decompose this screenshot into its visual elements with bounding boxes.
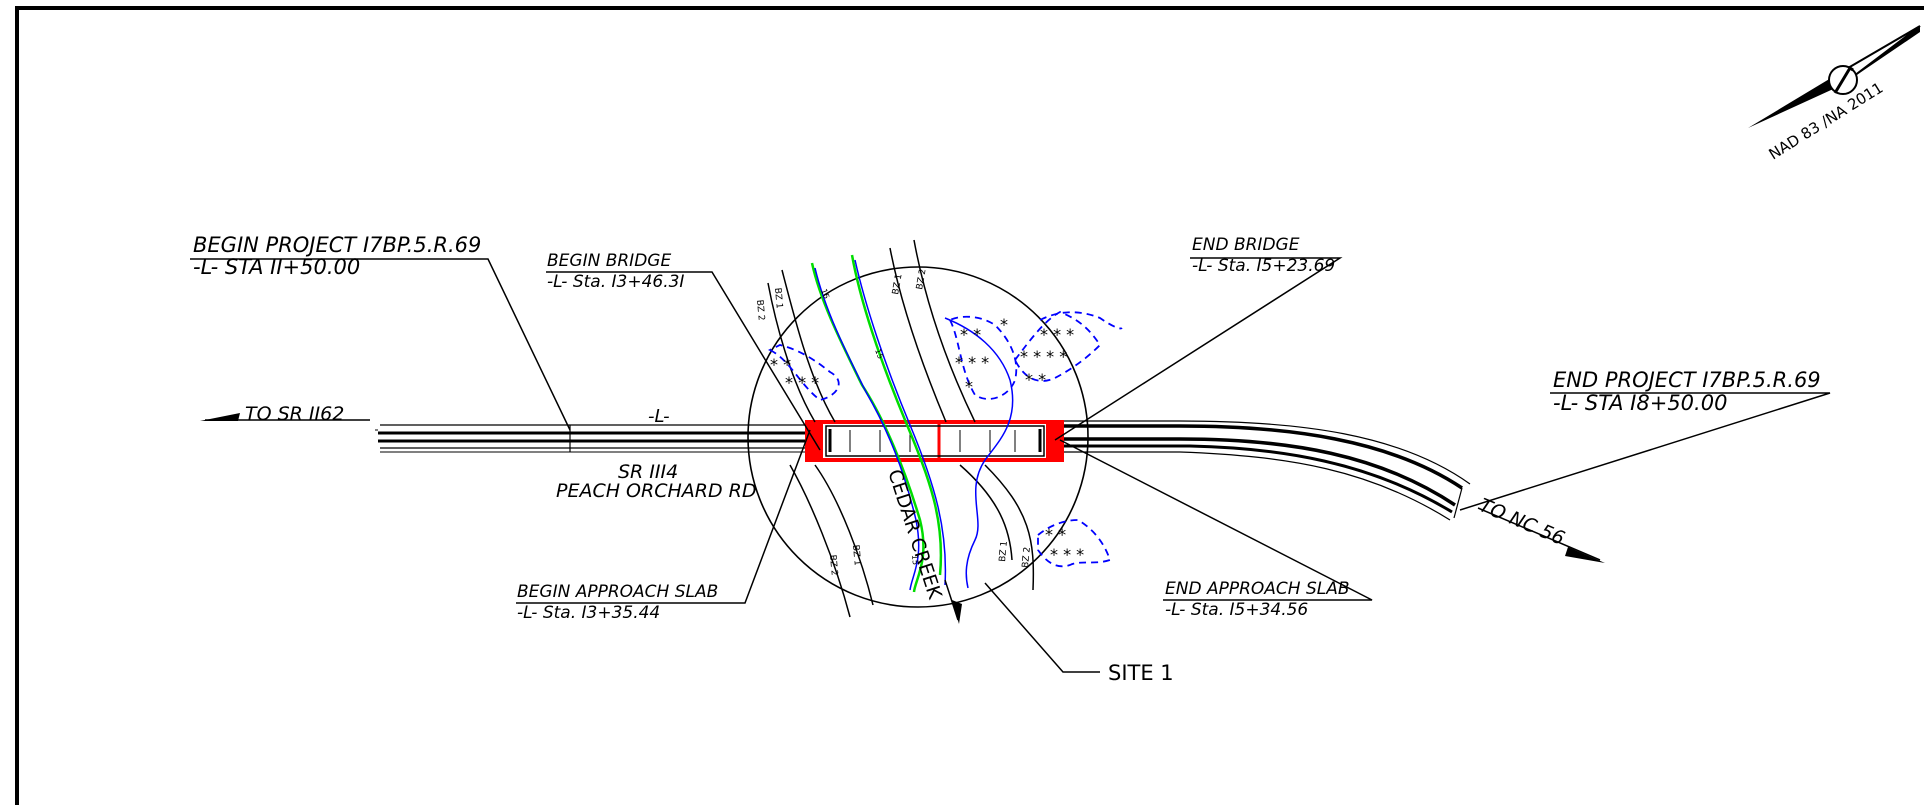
label-end-bridge: END BRIDGE -L- Sta. I5+23.69: [1192, 235, 1335, 276]
svg-text:*: *: [965, 377, 973, 396]
svg-text:-L- STA II+50.00: -L- STA II+50.00: [193, 255, 360, 279]
direction-arrows: [200, 413, 1605, 624]
svg-text:15: 15: [819, 288, 831, 301]
svg-text:* *: * *: [770, 355, 791, 374]
svg-text:-L- Sta. I5+34.56: -L- Sta. I5+34.56: [1165, 600, 1308, 620]
arrow-south-icon: [952, 600, 962, 624]
svg-text:-L- Sta. I3+35.44: -L- Sta. I3+35.44: [517, 603, 660, 623]
svg-text:-L- Sta. I5+23.69: -L- Sta. I5+23.69: [1192, 256, 1335, 276]
bridge: [805, 420, 1064, 462]
svg-text:* * *: * * *: [1040, 325, 1074, 344]
svg-text:BZ 1: BZ 1: [891, 273, 904, 295]
svg-text:END PROJECT I7BP.5.R.69: END PROJECT I7BP.5.R.69: [1553, 368, 1821, 392]
buffer-zone-lines: [767, 239, 1035, 618]
label-to-nc: TO NC 56: [1476, 494, 1568, 550]
svg-text:-L- Sta. I3+46.3I: -L- Sta. I3+46.3I: [547, 272, 684, 292]
road-west: [375, 424, 807, 453]
label-site: SITE 1: [1108, 661, 1174, 685]
svg-text:* *: * *: [1045, 525, 1066, 544]
svg-text:END APPROACH SLAB: END APPROACH SLAB: [1165, 579, 1350, 599]
svg-text:* * *: * * *: [785, 373, 819, 392]
label-begin-bridge: BEGIN BRIDGE -L- Sta. I3+46.3I: [547, 251, 684, 292]
label-end-approach-slab: END APPROACH SLAB -L- Sta. I5+34.56: [1165, 579, 1350, 620]
buffer-zone-labels: BZ 2 BZ 1 BZ 1 BZ 2 BZ 2 BZ 1 BZ 1 BZ 2: [754, 268, 1033, 576]
svg-text:BEGIN PROJECT I7BP.5.R.69: BEGIN PROJECT I7BP.5.R.69: [193, 233, 481, 257]
label-creek: CEDAR CREEK: [883, 467, 946, 602]
svg-text:BZ 2: BZ 2: [754, 299, 766, 321]
svg-text:BZ 1: BZ 1: [998, 541, 1010, 563]
label-end-project: END PROJECT I7BP.5.R.69 -L- STA I8+50.00: [1553, 368, 1821, 415]
svg-text:*: *: [1000, 315, 1008, 334]
stream-lines: [810, 254, 1014, 593]
wetland-symbols: * * * * * * * * * * * * * * * * * * * * …: [770, 315, 1084, 564]
arrow-east-icon: [1565, 547, 1605, 563]
site-circle: [747, 266, 1089, 608]
svg-text:BZ 2: BZ 2: [1021, 547, 1033, 569]
svg-text:BEGIN BRIDGE: BEGIN BRIDGE: [547, 251, 671, 271]
svg-text:* *: * *: [960, 325, 981, 344]
svg-text:15: 15: [910, 554, 920, 565]
north-arrow-icon: NAD 83 /NA 2011: [1748, 25, 1921, 163]
svg-text:BZ 2: BZ 2: [915, 268, 928, 290]
svg-text:* *: * *: [1025, 370, 1046, 389]
svg-text:BZ 1: BZ 1: [772, 287, 784, 309]
svg-text:BZ 1: BZ 1: [850, 544, 862, 566]
sheet-border: [15, 6, 1924, 805]
label-road-number: SR III4: [618, 461, 678, 483]
svg-text:BZ 2: BZ 2: [827, 554, 839, 576]
svg-text:* * *: * * *: [1050, 545, 1084, 564]
svg-text:BEGIN APPROACH SLAB: BEGIN APPROACH SLAB: [517, 582, 718, 602]
label-begin-project: BEGIN PROJECT I7BP.5.R.69 -L- STA II+50.…: [193, 233, 481, 279]
road-east: [1062, 420, 1471, 521]
svg-text:15: 15: [873, 348, 885, 361]
svg-text:END BRIDGE: END BRIDGE: [1192, 235, 1300, 255]
label-alignment: -L-: [648, 406, 670, 427]
arrow-west-icon: [200, 413, 240, 421]
svg-text:* * * *: * * * *: [1020, 347, 1067, 366]
leader-lines: [190, 257, 1831, 673]
label-road-name: PEACH ORCHARD RD: [556, 480, 756, 502]
wetland-areas: [767, 311, 1123, 568]
contour-labels: 15 15 15: [819, 288, 920, 566]
svg-text:* * *: * * *: [955, 353, 989, 372]
label-to-sr: TO SR II62: [245, 403, 344, 425]
label-begin-approach-slab: BEGIN APPROACH SLAB -L- Sta. I3+35.44: [517, 582, 718, 623]
svg-text:-L- STA I8+50.00: -L- STA I8+50.00: [1553, 391, 1727, 415]
